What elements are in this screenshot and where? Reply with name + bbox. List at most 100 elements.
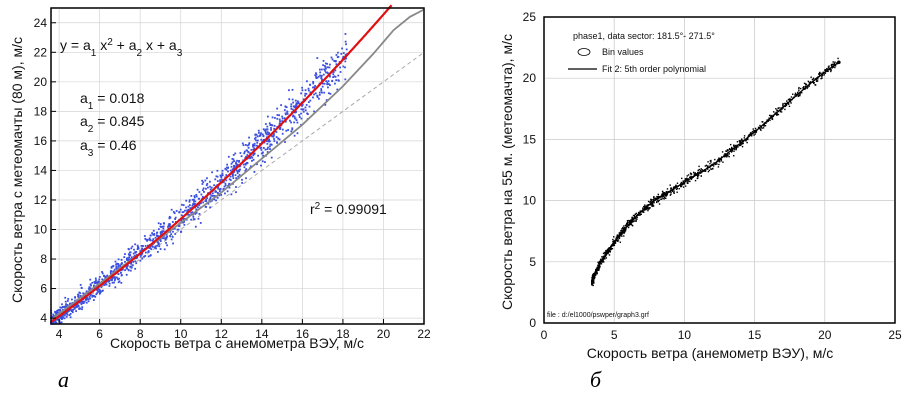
chart-a-point	[125, 273, 128, 276]
chart-a-point	[262, 135, 265, 137]
chart-a-point	[217, 187, 220, 190]
chart-a-point	[166, 244, 168, 247]
chart-b-point	[675, 185, 677, 187]
chart-a-point	[225, 174, 228, 176]
chart-b-point	[802, 86, 804, 89]
chart-a-point	[134, 243, 137, 246]
chart-a-point	[284, 141, 286, 143]
chart-a-point	[228, 178, 231, 181]
chart-a-point	[149, 246, 152, 249]
chart-a-point	[278, 114, 280, 117]
chart-a-point	[339, 71, 342, 73]
chart-b-point	[727, 154, 729, 156]
chart-a-point	[316, 94, 319, 97]
chart-b-point	[640, 213, 642, 216]
chart-b-point	[666, 188, 669, 190]
chart-a-point	[120, 263, 123, 265]
chart-b-point	[673, 190, 675, 193]
chart-b-point	[680, 185, 683, 188]
chart-a-point	[87, 300, 90, 303]
chart-a-point	[241, 142, 244, 145]
chart-a-point	[202, 187, 205, 190]
chart-b-point	[695, 173, 697, 175]
chart-b-point	[622, 231, 625, 234]
chart-a-point	[216, 175, 219, 178]
chart-b-panel-label: б	[590, 367, 602, 392]
chart-a-point	[340, 52, 343, 55]
chart-a-point	[257, 154, 259, 157]
chart-a-point	[304, 89, 307, 92]
chart-a-point	[202, 201, 205, 204]
chart-b-point	[654, 197, 656, 200]
chart-a-point	[182, 218, 185, 221]
chart-a-point	[342, 65, 345, 68]
chart-a-point	[246, 144, 249, 147]
chart-a-point	[123, 256, 126, 258]
chart-b-file-note: file : d:/el1000/pswper/graph3.grf	[547, 312, 649, 319]
chart-b-point	[601, 256, 603, 258]
chart-a-point	[168, 217, 171, 220]
chart-b-point	[830, 70, 832, 73]
chart-a-point	[238, 159, 241, 162]
chart-a-point	[190, 195, 193, 197]
chart-a-point	[264, 123, 267, 125]
chart-b-point	[623, 230, 626, 233]
chart-a-point	[121, 262, 123, 264]
chart-b-point	[710, 159, 712, 162]
chart-a-point	[243, 152, 246, 155]
chart-a-point	[131, 264, 134, 267]
chart-b-x-tick-label: 25	[888, 328, 902, 342]
chart-a-point	[193, 203, 196, 206]
chart-b-point	[690, 175, 692, 178]
chart-a-point	[182, 204, 185, 207]
chart-a-point	[198, 191, 201, 193]
chart-b-point	[678, 188, 680, 190]
chart-b-point	[799, 87, 802, 90]
chart-b-point	[742, 142, 744, 145]
chart-a-y-label: Скорость ветра с метеомачты (80 м), м/с	[9, 37, 25, 303]
chart-a-point	[117, 278, 119, 281]
chart-a-point	[266, 142, 269, 145]
chart-a-point	[169, 223, 171, 226]
chart-a-point	[136, 256, 139, 259]
chart-b-point	[729, 148, 732, 151]
chart-a-point	[147, 251, 150, 253]
chart-a-point	[220, 174, 223, 177]
chart-a-point	[335, 79, 338, 82]
chart-a-point	[345, 57, 348, 60]
chart-a-point	[295, 111, 297, 113]
chart-a-point	[109, 271, 112, 274]
chart-a-point	[71, 309, 74, 311]
chart-a-point	[135, 262, 138, 265]
chart-a-point	[295, 119, 298, 122]
chart-b-point	[771, 117, 774, 119]
chart-a-point	[98, 288, 101, 291]
chart-b-point	[815, 80, 818, 83]
chart-a-point	[167, 226, 169, 228]
chart-b-point	[633, 220, 636, 222]
chart-b-point	[603, 261, 605, 263]
chart-a-point	[304, 94, 306, 97]
chart-b-point	[670, 188, 672, 190]
chart-b-point	[655, 197, 657, 199]
chart-b-point	[816, 79, 818, 82]
chart-b-point	[775, 108, 777, 110]
chart-a-point	[215, 175, 218, 178]
chart-b-point	[798, 90, 800, 92]
chart-b-point	[721, 151, 724, 153]
chart-a-point	[335, 63, 338, 66]
chart-b-point	[649, 200, 652, 203]
chart-a-point	[117, 273, 120, 275]
chart-b-point	[834, 66, 836, 69]
chart-a-point	[268, 138, 270, 141]
chart-a-point	[132, 261, 135, 263]
chart-b-point	[627, 226, 630, 229]
chart-a-point	[198, 213, 201, 215]
chart-a-point	[252, 144, 254, 147]
chart-b-point	[777, 113, 780, 116]
chart-b-x-label: Скорость ветра (анемометр ВЭУ), м/с	[587, 345, 833, 361]
chart-a-point	[329, 92, 332, 95]
chart-b-point	[784, 108, 786, 111]
chart-a-point	[88, 287, 90, 290]
chart-a-point	[168, 223, 171, 225]
